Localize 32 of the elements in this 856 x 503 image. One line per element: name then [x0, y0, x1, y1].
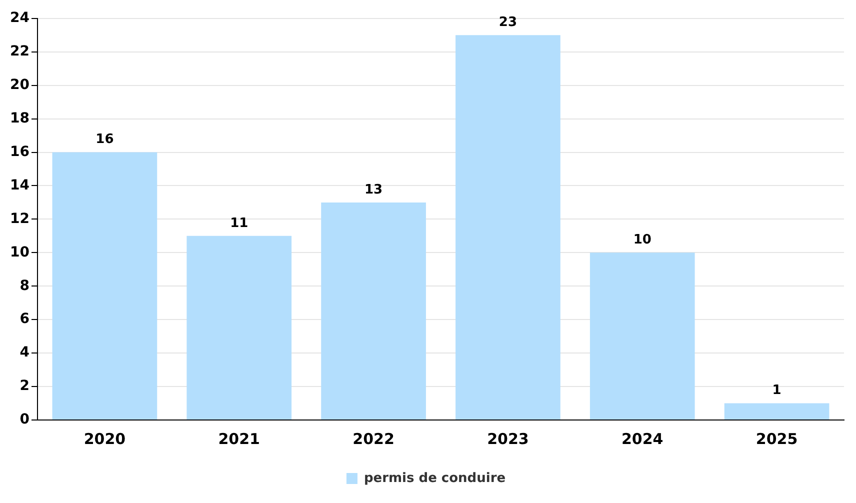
data-label: 16 [96, 132, 114, 148]
y-tick-label: 24 [10, 10, 30, 26]
x-tick-label: 2022 [352, 430, 394, 448]
bar [52, 152, 158, 420]
bar [724, 403, 830, 420]
y-tick-label: 8 [20, 278, 30, 294]
x-tick-label: 2023 [487, 430, 529, 448]
x-tick-label: 2024 [621, 430, 664, 448]
y-tick-label: 4 [20, 344, 30, 361]
data-label: 1 [772, 383, 782, 398]
legend-label: permis de conduire [364, 470, 506, 486]
y-tick-label: 22 [10, 44, 30, 60]
y-tick-label: 16 [10, 144, 30, 160]
x-tick-label: 2020 [84, 430, 126, 448]
y-tick-label: 10 [10, 244, 30, 260]
y-tick-label: 6 [20, 311, 30, 328]
data-label: 13 [364, 182, 383, 198]
bar [321, 202, 426, 420]
bar [456, 35, 560, 420]
y-tick-label: 0 [20, 412, 30, 428]
y-tick-label: 2 [20, 378, 30, 394]
bar [186, 236, 292, 420]
y-tick-label: 12 [10, 210, 30, 227]
y-tick-label: 20 [10, 76, 30, 93]
x-tick-label: 2021 [218, 430, 260, 448]
data-label: 11 [230, 216, 248, 231]
data-label: 23 [498, 15, 517, 30]
y-tick-label: 18 [10, 110, 30, 126]
data-label: 10 [633, 232, 652, 248]
bar [590, 252, 695, 420]
y-tick-label: 14 [10, 177, 30, 194]
x-tick-label: 2025 [756, 430, 798, 448]
